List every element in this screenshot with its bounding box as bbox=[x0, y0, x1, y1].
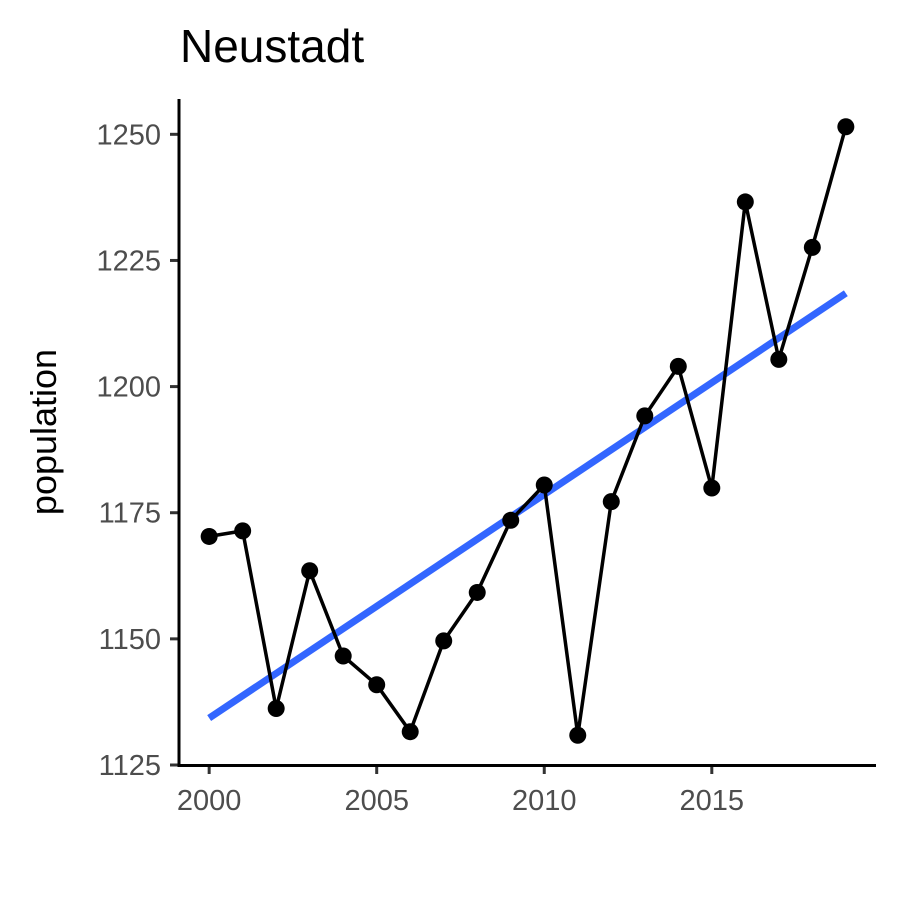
data-point bbox=[502, 511, 520, 529]
data-point bbox=[435, 632, 453, 650]
y-axis-title: population bbox=[23, 349, 64, 515]
x-tick-label: 2015 bbox=[680, 785, 745, 817]
data-points bbox=[200, 118, 855, 744]
data-point bbox=[803, 238, 821, 256]
data-point bbox=[602, 493, 620, 511]
data-point bbox=[267, 699, 285, 717]
data-point bbox=[301, 562, 319, 580]
x-tick-label: 2000 bbox=[177, 785, 242, 817]
chart-title: Neustadt bbox=[180, 20, 364, 72]
y-tick-label: 1150 bbox=[99, 624, 161, 656]
data-point bbox=[770, 350, 788, 368]
y-tick-label: 1250 bbox=[96, 119, 161, 151]
data-point bbox=[569, 726, 587, 744]
x-tick-label: 2005 bbox=[344, 785, 409, 817]
data-point bbox=[334, 647, 352, 665]
data-point bbox=[368, 676, 386, 694]
data-point bbox=[535, 476, 553, 494]
trend-line bbox=[207, 290, 848, 721]
data-point bbox=[837, 118, 855, 136]
data-point bbox=[636, 407, 654, 425]
y-tick-label: 1225 bbox=[96, 245, 161, 277]
data-point bbox=[401, 723, 419, 741]
y-tick-label: 1125 bbox=[99, 750, 161, 782]
y-tick-label: 1200 bbox=[96, 372, 161, 404]
data-point bbox=[468, 583, 486, 601]
x-tick-label: 2010 bbox=[512, 785, 577, 817]
x-axis-ticks: 2000 2005 2010 2015 bbox=[177, 765, 744, 817]
data-point bbox=[736, 193, 754, 211]
y-axis-ticks: 1125 1150 1175 1200 1225 1250 bbox=[96, 119, 179, 782]
data-point bbox=[703, 479, 721, 497]
y-tick-label: 1175 bbox=[99, 498, 161, 530]
data-point bbox=[234, 522, 252, 540]
series-line bbox=[208, 126, 848, 737]
data-point bbox=[669, 357, 687, 375]
data-point bbox=[200, 527, 218, 545]
